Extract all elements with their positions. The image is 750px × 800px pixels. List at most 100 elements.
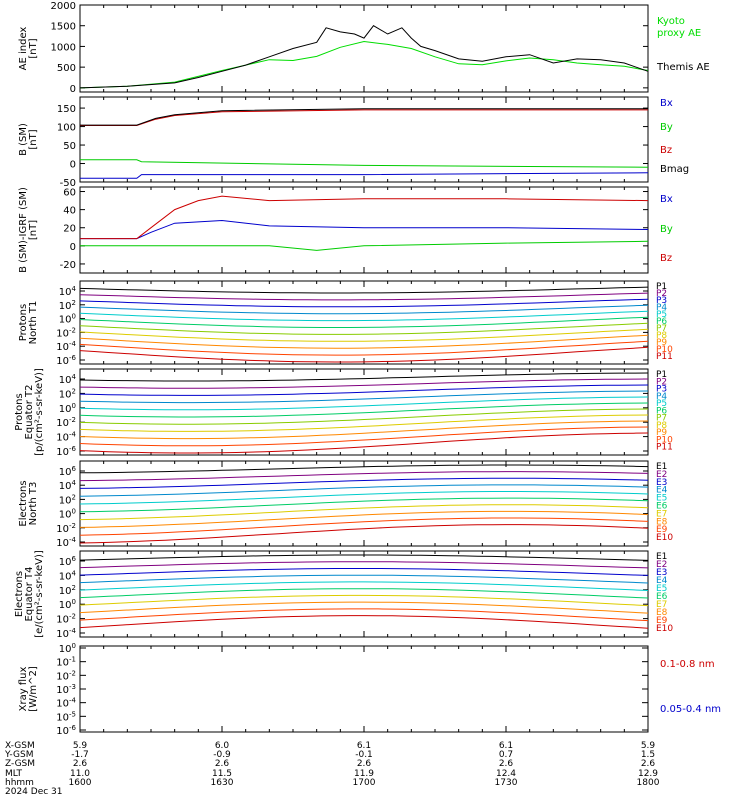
protons-t2-legend-p7: P7 bbox=[656, 414, 667, 424]
b-sm-legend-item: By bbox=[660, 122, 673, 133]
y-tick-label: 10-4 bbox=[56, 431, 76, 444]
ephemeris-value: 11.0 bbox=[70, 769, 90, 779]
electrons-t3-e7-line bbox=[79, 504, 649, 521]
y-tick-label: 10-2 bbox=[56, 613, 76, 626]
ephemeris-value: -1.7 bbox=[71, 750, 89, 760]
protons-t2-p6-line bbox=[79, 402, 649, 418]
electrons-t4-legend-e9: E9 bbox=[656, 616, 668, 626]
panel-8 bbox=[79, 645, 649, 733]
panel-frame bbox=[79, 368, 649, 456]
y-tick-label: 104 bbox=[59, 285, 77, 298]
xray-legend-item: 0.05-0.4 nm bbox=[660, 704, 721, 715]
y-tick-label: 50 bbox=[63, 141, 76, 152]
y-axis-label: Electrons bbox=[18, 480, 29, 526]
electrons-t4-e1-line bbox=[79, 554, 649, 561]
electrons-t4-e10-line bbox=[79, 615, 649, 629]
protons-t1-p7-line bbox=[79, 322, 649, 335]
protons-t2-legend-p6: P6 bbox=[656, 406, 667, 416]
protons-t1-p11-line bbox=[79, 346, 649, 363]
b-sm-bx-line bbox=[80, 172, 649, 179]
y-tick-label: -50 bbox=[60, 178, 76, 189]
y-tick-label: 10-1 bbox=[56, 656, 76, 669]
ae-legend-item: Themis AE bbox=[656, 62, 710, 73]
y-tick-label: 104 bbox=[59, 373, 77, 386]
y-tick-label: 100 bbox=[59, 598, 76, 611]
b-sm-bmag-line bbox=[80, 108, 648, 126]
y-tick-label: 1000 bbox=[51, 42, 76, 53]
y-tick-label: 104 bbox=[59, 479, 77, 492]
y-axis-label: [p/(cm²-s-sr-keV)] bbox=[34, 368, 45, 456]
y-axis-label: [e/(cm²-s-sr-keV)] bbox=[34, 550, 45, 638]
panel-5 bbox=[79, 368, 649, 456]
protons-t2-legend-p1: P1 bbox=[656, 370, 667, 380]
y-axis-label: [nT] bbox=[28, 129, 39, 149]
electrons-t4-legend-e6: E6 bbox=[656, 592, 668, 602]
y-tick-label: 0 bbox=[70, 160, 76, 171]
ephemeris-value: 1730 bbox=[495, 778, 518, 788]
y-axis-label: Equator T4 bbox=[24, 567, 35, 622]
y-axis-label: AE index bbox=[18, 27, 29, 71]
protons-t2-p11-line bbox=[79, 432, 649, 454]
protons-t1-p5-line bbox=[79, 310, 649, 322]
b-igrf-bz-line bbox=[80, 195, 649, 240]
electrons-t3-legend-e3: E3 bbox=[656, 478, 667, 488]
electrons-t3-e3-line bbox=[79, 477, 649, 489]
y-axis-label: Protons bbox=[14, 393, 25, 430]
y-tick-label: 10-4 bbox=[56, 697, 76, 710]
electrons-t4-e9-line bbox=[79, 608, 649, 622]
protons-t2-p8-line bbox=[79, 414, 649, 432]
protons-t1-legend-p11: P11 bbox=[656, 352, 673, 362]
protons-t2-p7-line bbox=[79, 408, 649, 425]
protons-t1-p9-line bbox=[79, 334, 649, 349]
ephemeris-value: 1630 bbox=[211, 778, 234, 788]
ephemeris-value: 11.5 bbox=[212, 769, 232, 779]
protons-t1-p2-line bbox=[79, 292, 649, 301]
ephemeris-value: 2.6 bbox=[499, 759, 514, 769]
y-tick-label: 10-5 bbox=[56, 710, 76, 723]
protons-t1-p8-line bbox=[79, 328, 649, 342]
electrons-t3-e10-line bbox=[79, 524, 649, 544]
protons-t1-legend-p2: P2 bbox=[656, 289, 667, 299]
electrons-t3-e4-line bbox=[79, 484, 649, 497]
y-tick-label: 104 bbox=[59, 569, 77, 582]
protons-t2-p9-line bbox=[79, 420, 649, 440]
ephemeris-value: 11.9 bbox=[354, 769, 374, 779]
protons-t1-p4-line bbox=[79, 304, 649, 315]
b-sm-bz-line bbox=[80, 109, 648, 126]
electrons-t3-e1-line bbox=[79, 464, 649, 474]
protons-t2-legend-p10: P10 bbox=[656, 435, 673, 445]
electrons-t3-legend-e6: E6 bbox=[656, 502, 668, 512]
ephemeris-value: 2.6 bbox=[357, 759, 372, 769]
b-sm-legend-item: Bmag bbox=[660, 164, 689, 175]
y-tick-label: 102 bbox=[59, 584, 76, 597]
electrons-t3-e2-line bbox=[79, 471, 649, 482]
electrons-t4-e2-line bbox=[79, 561, 649, 569]
protons-t2-p2-line bbox=[79, 378, 649, 389]
y-tick-label: 10-2 bbox=[56, 669, 76, 682]
b-sm-legend-item: Bz bbox=[660, 145, 672, 156]
protons-t2-legend-p2: P2 bbox=[656, 377, 667, 387]
electrons-t4-legend-e7: E7 bbox=[656, 600, 667, 610]
y-tick-label: 10-3 bbox=[56, 683, 76, 696]
electrons-t3-e6-line bbox=[79, 497, 649, 513]
ephemeris-value: 6.0 bbox=[215, 741, 230, 751]
ephemeris-row-label: 2024 Dec 31 bbox=[5, 787, 63, 797]
y-axis-label: B (SM)-IGRF (SM) bbox=[18, 187, 29, 273]
electrons-t3-legend-e8: E8 bbox=[656, 517, 668, 527]
ephemeris-value: 2.6 bbox=[73, 759, 88, 769]
panel-3 bbox=[79, 186, 649, 274]
ephemeris-row-label: MLT bbox=[5, 769, 23, 779]
protons-t1-legend-p6: P6 bbox=[656, 317, 667, 327]
y-axis-label: Protons bbox=[18, 304, 29, 341]
electrons-t3-legend-e5: E5 bbox=[656, 494, 667, 504]
protons-t2-p5-line bbox=[79, 396, 649, 411]
y-tick-label: 60 bbox=[63, 188, 76, 199]
y-tick-label: 10-6 bbox=[56, 724, 76, 737]
panel-4 bbox=[79, 280, 649, 365]
protons-t1-legend-p8: P8 bbox=[656, 331, 667, 341]
y-tick-label: 10-4 bbox=[56, 627, 76, 640]
ephemeris-value: 5.9 bbox=[73, 741, 88, 751]
ae-kyoto-proxy-ae-line bbox=[79, 40, 649, 89]
ephemeris-value: 5.9 bbox=[641, 741, 656, 751]
